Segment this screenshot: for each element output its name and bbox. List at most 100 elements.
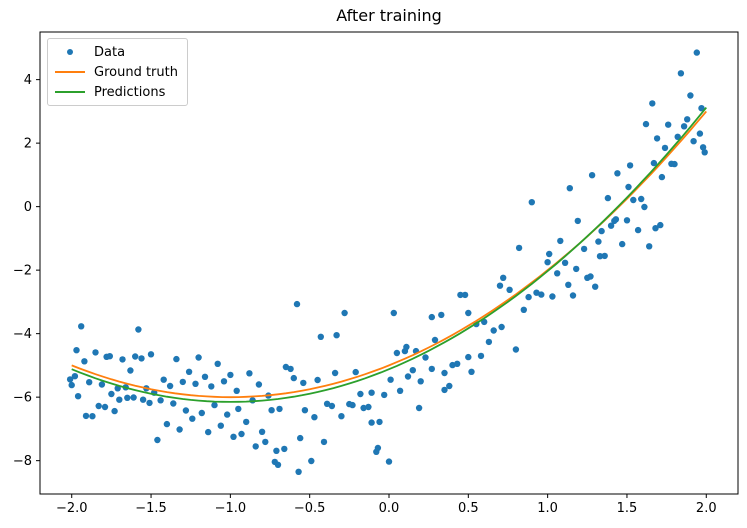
data-point — [390, 309, 397, 317]
legend-line-sample — [55, 91, 85, 93]
data-point — [684, 116, 691, 123]
y-tick-label: 4 — [24, 73, 32, 88]
data-point — [82, 412, 90, 420]
data-point — [641, 203, 648, 211]
data-point — [677, 70, 685, 77]
legend-label: Ground truth — [94, 64, 178, 80]
data-point — [92, 349, 99, 356]
data-point — [441, 369, 448, 377]
y-tick-label: 0 — [24, 200, 32, 215]
chart-title: After training — [336, 6, 442, 25]
legend-line-sample — [55, 71, 85, 73]
data-point — [652, 225, 659, 232]
data-point — [287, 365, 294, 373]
data-point — [349, 401, 356, 409]
data-point — [428, 313, 435, 321]
data-point — [574, 217, 581, 225]
data-point — [385, 458, 393, 465]
data-point — [596, 253, 604, 260]
data-point — [525, 293, 532, 301]
data-point — [642, 120, 650, 128]
data-point — [189, 415, 196, 422]
data-point — [485, 338, 493, 346]
data-point — [461, 291, 469, 299]
predictions-line — [71, 107, 707, 403]
data-point — [98, 381, 106, 388]
legend-label: Data — [94, 44, 126, 60]
data-point — [235, 405, 242, 413]
data-point — [403, 343, 410, 351]
data-point — [393, 349, 401, 357]
x-tick-label: −2.0 — [56, 501, 88, 516]
data-point — [634, 226, 642, 234]
data-point — [638, 195, 645, 203]
data-point — [293, 300, 301, 308]
data-point — [170, 400, 177, 407]
data-point — [623, 217, 631, 224]
data-point — [124, 394, 131, 401]
legend-dot-marker-icon — [55, 49, 85, 55]
data-point — [243, 418, 250, 426]
data-point — [649, 100, 656, 107]
data-point — [179, 378, 186, 386]
data-point — [317, 333, 324, 340]
data-point — [146, 399, 153, 407]
data-point — [130, 394, 137, 401]
data-point — [341, 309, 348, 317]
data-point — [290, 374, 297, 382]
data-point — [166, 382, 174, 390]
data-point — [331, 369, 339, 377]
data-point — [163, 420, 171, 428]
data-point — [255, 381, 263, 388]
data-point — [680, 123, 688, 130]
data-point — [108, 390, 115, 398]
x-tick-label: −0.5 — [294, 501, 326, 516]
data-point — [300, 379, 307, 387]
data-point — [498, 323, 505, 331]
data-point — [496, 282, 504, 289]
y-tick-label: −2 — [13, 264, 32, 279]
data-point — [139, 396, 147, 403]
data-point — [533, 289, 540, 296]
data-point — [500, 274, 507, 281]
data-point — [477, 352, 485, 360]
data-point — [246, 370, 253, 377]
data-point — [614, 170, 621, 177]
data-point — [566, 185, 573, 192]
data-point — [619, 240, 626, 248]
data-point — [520, 306, 527, 313]
data-point — [73, 347, 80, 354]
data-point — [698, 105, 705, 112]
data-point — [544, 259, 551, 266]
data-point — [569, 292, 577, 299]
data-point — [554, 270, 561, 277]
data-point — [687, 92, 694, 99]
data-point — [646, 243, 653, 250]
data-point — [506, 286, 513, 293]
y-tick-label: −8 — [13, 454, 32, 469]
data-point — [273, 447, 280, 454]
data-point — [182, 407, 190, 414]
data-point — [368, 419, 375, 426]
data-point — [274, 461, 282, 468]
data-point — [320, 438, 328, 446]
data-point — [657, 221, 664, 229]
data-point — [671, 160, 678, 168]
data-point — [415, 404, 423, 412]
data-point — [185, 368, 193, 375]
data-point — [195, 354, 202, 361]
data-point — [658, 173, 666, 181]
data-point — [549, 293, 556, 300]
data-point — [696, 130, 704, 137]
data-point — [211, 401, 218, 409]
data-point — [625, 183, 632, 191]
data-point — [404, 373, 412, 380]
data-point — [699, 144, 707, 151]
data-point — [612, 216, 620, 223]
data-point — [154, 436, 161, 444]
data-point — [592, 283, 599, 290]
data-point — [528, 199, 535, 206]
data-point — [224, 411, 231, 418]
data-point — [198, 409, 205, 417]
